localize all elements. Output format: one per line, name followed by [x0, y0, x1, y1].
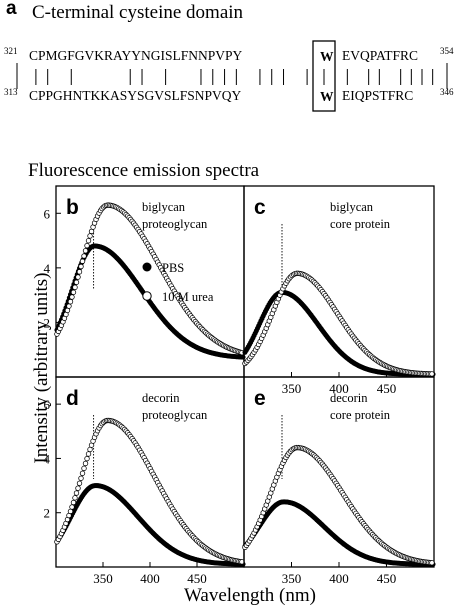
urea-point — [82, 248, 89, 254]
seq1-right-residues: EVQPATFRC — [342, 48, 419, 63]
urea-point — [79, 470, 86, 476]
urea-point — [87, 446, 93, 453]
urea-point — [78, 475, 84, 481]
x-axis-label: Wavelength (nm) — [184, 585, 316, 606]
panel-b-label-line1: biglycan — [142, 200, 186, 214]
urea-point — [84, 243, 90, 249]
urea-point — [87, 233, 93, 239]
urea-point — [75, 485, 81, 491]
panel-c-label-line2: core protein — [330, 217, 391, 231]
x-tick-label: 400 — [329, 571, 349, 586]
urea-point — [81, 253, 87, 259]
urea-point — [85, 451, 92, 457]
panel-b-frame — [55, 185, 245, 378]
panel-e-label-line1: decorin — [330, 391, 368, 405]
legend-urea-marker — [142, 291, 152, 301]
panel-b-label-line2: proteoglycan — [142, 217, 208, 231]
spectra-title: Fluorescence emission spectra — [28, 160, 260, 181]
x-tick-label: 450 — [187, 571, 207, 586]
urea-point — [73, 279, 80, 285]
y-tick-label: 2 — [44, 315, 51, 330]
y-tick-label: 4 — [44, 261, 51, 276]
x-tick-label: 350 — [93, 571, 113, 586]
urea-point — [69, 504, 75, 510]
urea-point — [69, 294, 75, 300]
tryptophan-box — [312, 40, 336, 112]
seq2-right-residues: EIQPSTFRC — [342, 88, 414, 103]
seq2-left-residues: CPPGHNTKKASYSGVSLFSNPVQY — [29, 88, 242, 103]
urea-point — [76, 269, 83, 275]
urea-point — [76, 480, 83, 486]
urea-point — [81, 465, 87, 472]
x-tick-label: 400 — [329, 381, 349, 396]
x-tick-label: 350 — [282, 571, 302, 586]
y-tick-label: 2 — [44, 506, 51, 521]
x-tick-label: 450 — [377, 571, 397, 586]
x-tick-label: 400 — [140, 571, 160, 586]
seq1-left-residues: CPMGFGVKRAYYNGISLFNNPVPY — [29, 48, 243, 63]
panel-d-letter: d — [66, 387, 79, 410]
seq1-end-number: 354 — [440, 46, 454, 56]
panel-d-label-line2: proteoglycan — [142, 408, 208, 422]
urea-point — [429, 371, 435, 377]
pbs-point — [240, 354, 246, 360]
panel-d-label-line1: decorin — [142, 391, 180, 405]
urea-point — [88, 228, 95, 235]
urea-point — [67, 299, 74, 305]
panel-e-letter: e — [254, 387, 266, 410]
seq2-start-number: 313 — [4, 87, 18, 97]
x-tick-label: 350 — [282, 381, 302, 396]
x-tick-label: 450 — [377, 381, 397, 396]
seq1-tryptophan: W — [320, 49, 334, 64]
seq1-start-number: 321 — [4, 46, 18, 56]
urea-point — [72, 284, 78, 290]
legend-urea-label: 10 M urea — [162, 290, 214, 304]
legend-pbs-label: PBS — [162, 261, 184, 275]
urea-point — [79, 258, 86, 264]
y-tick-label: 6 — [44, 397, 51, 412]
legend-pbs-marker — [142, 262, 152, 272]
seq2-end-number: 346 — [440, 87, 454, 97]
urea-point — [82, 460, 89, 467]
panel-e-label-line2: core protein — [330, 408, 391, 422]
urea-point — [73, 490, 80, 496]
panel-a-letter: a — [6, 0, 17, 19]
panel-b-letter: b — [66, 196, 79, 219]
panel-c-label-line1: biglycan — [330, 200, 374, 214]
panel-c-letter: c — [254, 196, 266, 219]
urea-point — [70, 289, 77, 295]
urea-point — [85, 238, 92, 244]
urea-point — [429, 560, 435, 566]
urea-point — [67, 508, 74, 515]
urea-point — [78, 263, 84, 270]
domain-title: C-terminal cysteine domain — [32, 2, 244, 23]
urea-point — [66, 303, 72, 309]
urea-point — [84, 455, 90, 462]
urea-point — [75, 274, 81, 280]
urea-point — [70, 499, 77, 506]
urea-point — [72, 495, 78, 501]
seq2-tryptophan: W — [320, 89, 334, 104]
y-tick-label: 4 — [44, 451, 51, 466]
y-tick-label: 6 — [44, 206, 51, 221]
